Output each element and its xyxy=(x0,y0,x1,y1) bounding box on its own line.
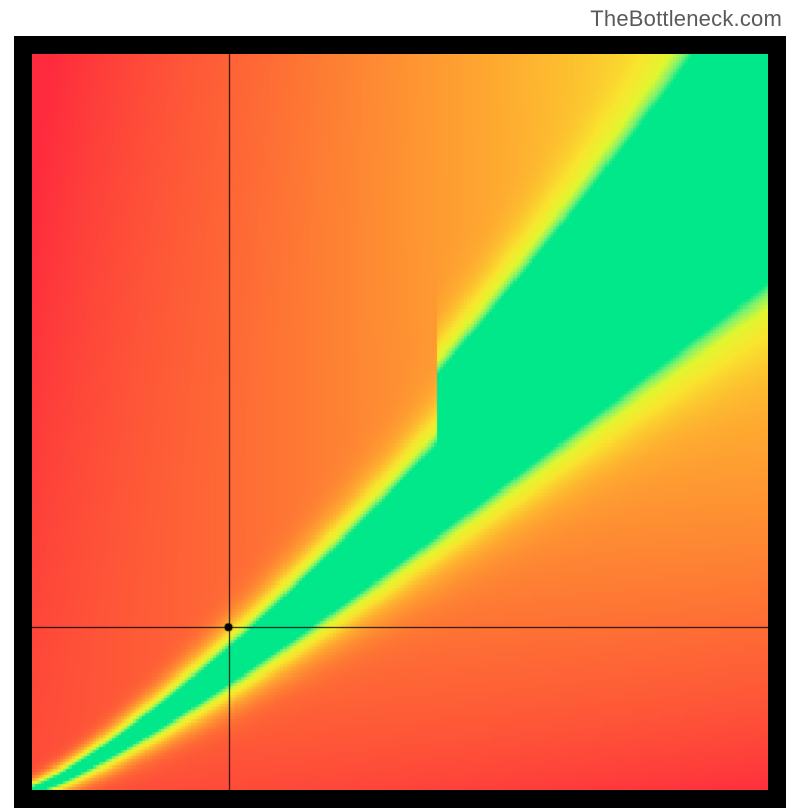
crosshair-overlay xyxy=(32,54,768,790)
watermark-text: TheBottleneck.com xyxy=(590,6,782,32)
heatmap-area xyxy=(32,54,768,790)
chart-frame xyxy=(14,36,786,808)
